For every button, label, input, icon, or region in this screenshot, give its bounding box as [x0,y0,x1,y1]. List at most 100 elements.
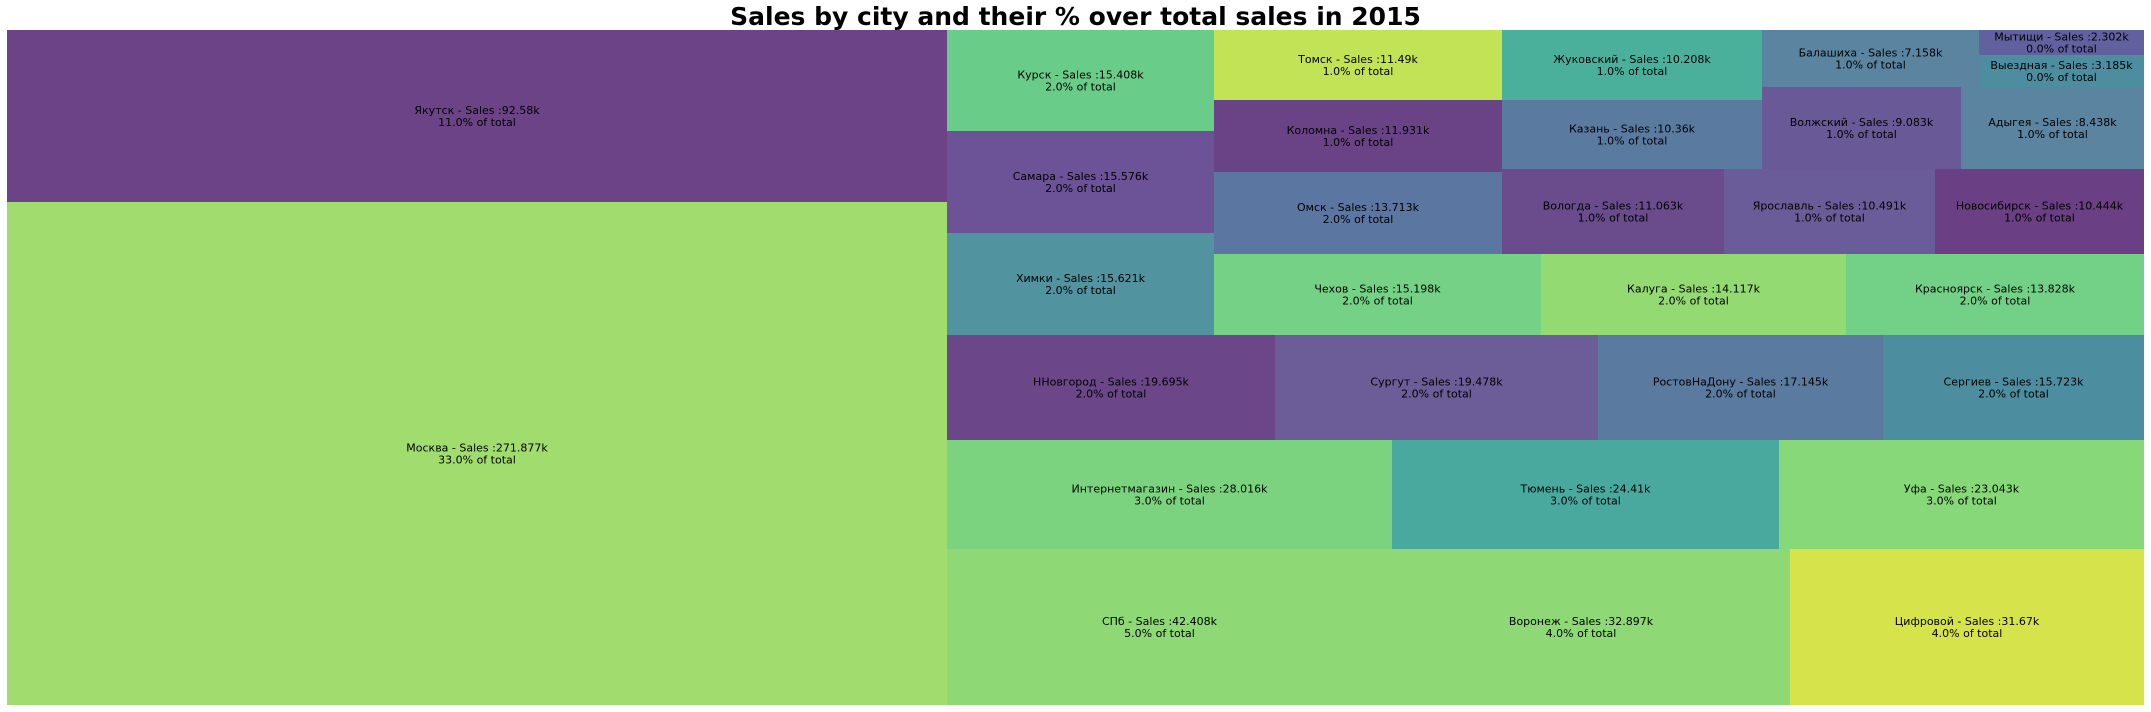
tile-percent: 1.0% of total [1597,135,1668,148]
tile-label: СПб - Sales :42.408k [1102,615,1218,628]
tile-label: Химки - Sales :15.621k [1016,272,1146,285]
treemap-tile-rect [7,202,947,705]
tile-label: Омск - Sales :13.713k [1297,201,1420,214]
tile-percent: 0.0% of total [2026,71,2097,84]
tile-percent: 1.0% of total [1794,212,1865,225]
treemap-tile-rect [1214,254,1541,335]
tile-percent: 3.0% of total [1926,495,1997,508]
tile-percent: 3.0% of total [1550,495,1621,508]
tile-percent: 33.0% of total [438,454,516,467]
tile-percent: 2.0% of total [1045,81,1116,94]
tile-label: Сергиев - Sales :15.723k [1944,376,2085,389]
treemap-tile-rect [1790,549,2144,705]
tile-label: Уфа - Sales :23.043k [1904,483,2020,496]
tile-percent: 4.0% of total [1932,627,2003,640]
tile-label: Цифровой - Sales :31.67k [1895,615,2040,628]
tile-percent: 4.0% of total [1546,627,1617,640]
treemap-tile-rect [1502,30,1762,100]
tile-percent: 1.0% of total [1323,136,1394,149]
tile-label: Томск - Sales :11.49k [1297,53,1418,66]
treemap-tile-rect [1372,549,1790,705]
tile-label: Воронеж - Sales :32.897k [1509,615,1654,628]
tile-label: Мытищи - Sales :2.302k [1994,31,2129,44]
tile-label: Курск - Sales :15.408k [1017,69,1144,82]
tile-percent: 2.0% of total [1076,388,1147,401]
tile-label: Самара - Sales :15.576k [1013,170,1149,183]
treemap-tile-rect [1214,172,1502,254]
tile-percent: 1.0% of total [1597,65,1668,78]
treemap-tile-rect [1883,335,2144,440]
tile-percent: 1.0% of total [1835,59,1906,72]
tile-label: Вологда - Sales :11.063k [1543,200,1684,213]
tile-percent: 2.0% of total [1658,295,1729,308]
tile-label: Ярославль - Sales :10.491k [1753,200,1907,213]
tile-label: РостовНаДону - Sales :17.145k [1653,376,1829,389]
tile-percent: 11.0% of total [438,116,516,129]
tile-label: Калуга - Sales :14.117k [1627,283,1761,296]
tile-label: Казань - Sales :10.36k [1569,123,1696,136]
treemap-tile-rect [947,30,1214,131]
tile-label: Волжский - Sales :9.083k [1790,116,1934,129]
treemap-tile-rect [1541,254,1846,335]
tile-label: Интернетмагазин - Sales :28.016k [1072,483,1269,496]
tile-label: Якутск - Sales :92.58k [414,104,540,117]
treemap-tile-rect [1214,100,1502,172]
chart-title: Sales by city and their % over total sal… [730,2,1421,31]
tile-percent: 2.0% of total [1978,388,2049,401]
treemap-tile-rect [1979,30,2144,55]
tile-label: Жуковский - Sales :10.208k [1553,53,1711,66]
treemap-tile-rect [947,233,1214,335]
treemap-tile-rect [1214,30,1502,100]
treemap-tile-rect [1762,87,1961,169]
tile-percent: 2.0% of total [1705,388,1776,401]
tile-percent: 1.0% of total [1826,128,1897,141]
treemap-tile-rect [1979,55,2144,87]
tile-label: Москва - Sales :271.877k [406,442,548,455]
tile-label: Выездная - Sales :3.185k [1990,59,2133,72]
treemap-tile-rect [1392,440,1779,549]
treemap-tile-rect [1275,335,1598,440]
tile-percent: 5.0% of total [1124,627,1195,640]
tile-label: Новосибирск - Sales :10.444k [1956,200,2124,213]
tile-percent: 1.0% of total [2017,128,2088,141]
tile-label: Коломна - Sales :11.931k [1287,124,1430,137]
tile-label: Балашиха - Sales :7.158k [1799,47,1943,60]
treemap-tile-rect [1502,100,1762,169]
treemap-tile-rect [947,131,1214,233]
tile-percent: 1.0% of total [1323,65,1394,78]
treemap-tile-rect [947,440,1392,549]
treemap-tile-rect [1502,169,1724,254]
tile-label: ННовгород - Sales :19.695k [1033,376,1190,389]
treemap-tile-rect [1935,169,2144,254]
treemap-tile-rect [1598,335,1883,440]
tile-label: Сургут - Sales :19.478k [1370,376,1503,389]
tile-percent: 3.0% of total [1134,495,1205,508]
